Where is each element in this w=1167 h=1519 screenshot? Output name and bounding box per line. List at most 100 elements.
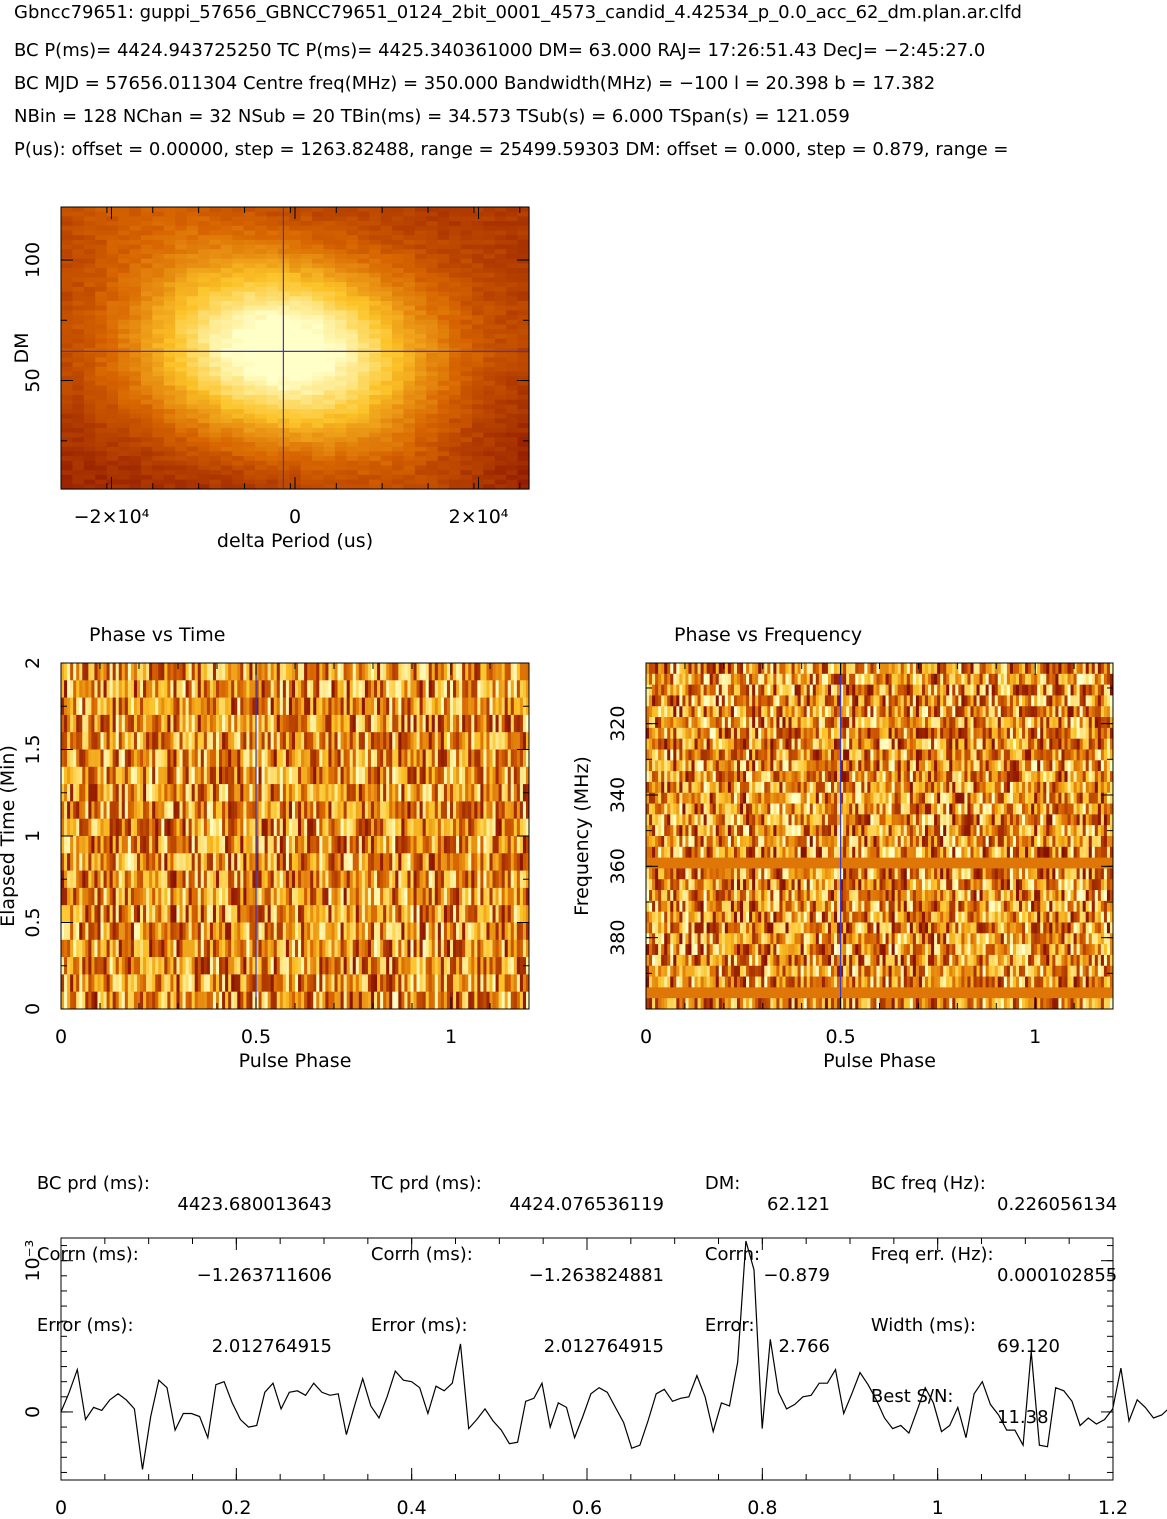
phase-time-cell xyxy=(170,697,174,716)
dm-period-cell xyxy=(426,225,439,232)
phase-time-cell xyxy=(407,784,411,802)
y-tick-label: 100 xyxy=(22,242,44,278)
phase-time-cell xyxy=(127,697,132,716)
phase-time-cell xyxy=(343,766,348,785)
phase-time-cell xyxy=(149,887,153,906)
phase-time-cell xyxy=(410,836,415,854)
phase-time-cell xyxy=(355,784,360,802)
dm-period-cell xyxy=(449,263,462,269)
phase-time-cell xyxy=(331,714,336,733)
phase-time-cell xyxy=(340,732,345,750)
dm-period-cell xyxy=(460,277,473,283)
dm-period-cell xyxy=(129,427,142,434)
dm-period-cell xyxy=(83,272,96,279)
phase-time-cell xyxy=(377,766,381,785)
dm-period-cell xyxy=(494,465,507,471)
dm-period-cell xyxy=(346,432,359,438)
phase-time-cell xyxy=(243,714,247,733)
phase-time-cell xyxy=(355,766,360,785)
phase-time-cell xyxy=(188,905,193,923)
phase-time-cell xyxy=(389,749,393,768)
phase-time-cell xyxy=(225,714,229,733)
dm-period-cell xyxy=(449,456,462,462)
dm-period-cell xyxy=(517,451,530,457)
dm-period-cell xyxy=(140,390,153,396)
phase-time-cell xyxy=(231,697,235,716)
dm-period-cell xyxy=(437,333,450,340)
dm-period-cell xyxy=(312,207,325,213)
dm-period-cell xyxy=(460,399,473,405)
phase-time-cell xyxy=(124,784,129,802)
dm-period-cell xyxy=(449,380,462,387)
dm-period-cell xyxy=(517,207,530,213)
dm-period-cell xyxy=(83,470,96,476)
phase-time-cell xyxy=(61,887,65,906)
phase-time-cell xyxy=(319,887,323,906)
phase-time-cell xyxy=(425,697,430,716)
phase-time-cell xyxy=(270,663,275,681)
dm-period-cell xyxy=(414,399,427,405)
dm-period-cell xyxy=(357,465,370,471)
dm-period-cell xyxy=(471,343,484,349)
dm-period-cell xyxy=(334,451,347,457)
dm-period-cell xyxy=(312,385,325,391)
dm-period-cell xyxy=(255,296,268,302)
phase-time-cell xyxy=(434,784,439,802)
dm-period-cell xyxy=(186,235,199,241)
phase-time-cell xyxy=(231,818,235,837)
phase-time-cell xyxy=(243,922,247,941)
phase-time-cell xyxy=(203,853,208,872)
dm-period-cell xyxy=(300,352,313,358)
phase-time-cell xyxy=(498,870,503,889)
dm-period-cell xyxy=(426,348,439,354)
phase-time-cell xyxy=(185,766,190,785)
dm-period-cell xyxy=(392,315,405,321)
dm-period-cell xyxy=(232,310,245,316)
dm-period-cell xyxy=(357,282,370,288)
phase-time-cell xyxy=(392,922,396,941)
dm-period-cell xyxy=(483,437,496,443)
dm-period-cell xyxy=(243,352,256,358)
phase-time-cell xyxy=(361,818,366,837)
dm-period-cell xyxy=(517,442,530,448)
dm-period-cell xyxy=(140,286,153,293)
phase-time-cell xyxy=(219,922,223,941)
phase-time-cell xyxy=(194,887,199,906)
phase-time-cell xyxy=(200,766,205,785)
phase-time-cell xyxy=(219,887,223,906)
phase-time-cell xyxy=(416,697,421,716)
dm-period-cell xyxy=(449,357,462,363)
dm-period-cell xyxy=(163,282,176,288)
dm-period-cell xyxy=(266,263,279,269)
dm-period-cell xyxy=(72,366,85,373)
dm-period-cell xyxy=(118,442,131,448)
phase-time-cell xyxy=(352,714,357,733)
dm-period-cell xyxy=(323,352,336,358)
phase-time-cell xyxy=(483,922,487,941)
phase-time-cell xyxy=(304,663,308,681)
dm-period-cell xyxy=(380,343,393,349)
dm-period-cell xyxy=(449,413,462,420)
dm-period-cell xyxy=(255,343,268,349)
dm-period-cell xyxy=(152,352,165,358)
phase-time-cell xyxy=(364,766,369,785)
phase-time-cell xyxy=(468,680,472,699)
dm-period-cell xyxy=(323,427,336,434)
phase-time-cell xyxy=(301,680,305,699)
phase-time-cell xyxy=(140,836,144,854)
phase-time-cell xyxy=(431,836,436,854)
dm-period-cell xyxy=(209,296,222,302)
dm-period-cell xyxy=(129,343,142,349)
dm-period-cell xyxy=(369,329,382,335)
dm-period-cell xyxy=(357,310,370,316)
dm-period-cell xyxy=(334,221,347,227)
phase-time-cell xyxy=(519,732,524,750)
dm-period-cell xyxy=(357,366,370,373)
phase-time-cell xyxy=(209,732,214,750)
dm-period-cell xyxy=(220,277,233,283)
phase-time-cell xyxy=(386,870,390,889)
dm-period-cell xyxy=(175,211,188,217)
dm-period-cell xyxy=(289,465,302,471)
dm-period-cell xyxy=(220,362,233,368)
dm-period-cell xyxy=(220,333,233,340)
